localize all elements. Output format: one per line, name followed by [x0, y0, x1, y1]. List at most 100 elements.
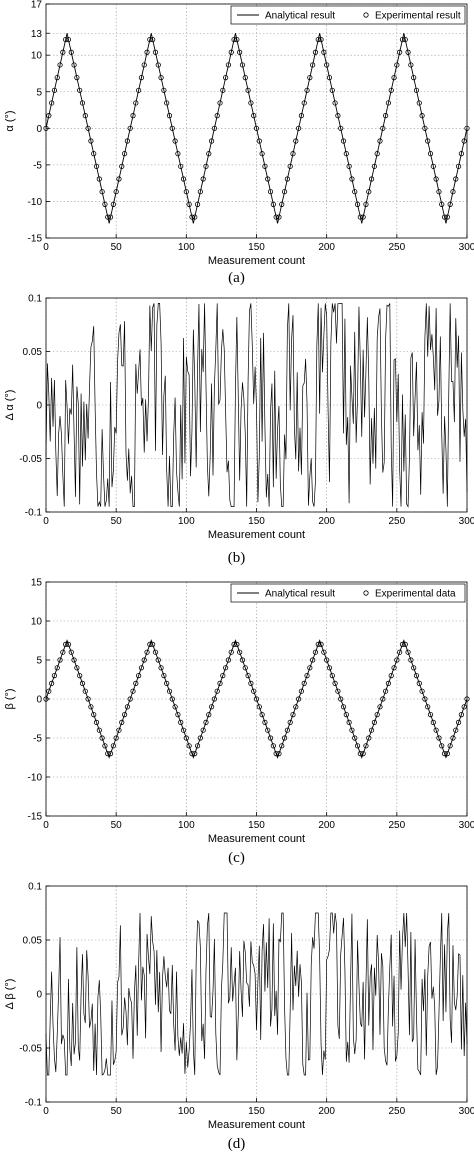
- data-point: [91, 711, 97, 718]
- x-tick-label: 0: [43, 1106, 49, 1117]
- data-point: [293, 704, 299, 710]
- data-point: [99, 735, 105, 741]
- data-point: [436, 735, 442, 741]
- data-point: [180, 727, 187, 733]
- data-point: [166, 113, 173, 119]
- data-point: [107, 214, 114, 220]
- data-point: [270, 201, 276, 207]
- panel-caption: (d): [228, 1136, 246, 1152]
- x-tick-label: 50: [111, 242, 123, 253]
- data-point: [394, 657, 400, 663]
- data-point: [427, 151, 434, 157]
- data-point: [155, 62, 161, 68]
- data-point: [461, 704, 467, 710]
- data-point: [450, 735, 456, 741]
- data-point: [461, 138, 467, 144]
- data-point: [253, 125, 260, 131]
- data-point: [127, 125, 133, 131]
- data-point: [93, 163, 100, 169]
- y-tick-label: -5: [33, 160, 42, 171]
- chart-d: 0 50 100 150 200 250 300 -0.1 -0.05 0 0.05 0.1 Measu…: [4, 882, 474, 1153]
- data-point: [60, 649, 66, 655]
- data-point: [298, 688, 305, 694]
- data-point: [194, 201, 201, 207]
- data-point: [172, 138, 178, 144]
- y-axis-label: α (°): [4, 110, 16, 131]
- data-point: [248, 680, 254, 687]
- data-point: [138, 75, 145, 81]
- data-point: [450, 189, 456, 195]
- data-point: [49, 100, 55, 106]
- data-point: [197, 735, 203, 741]
- data-point: [385, 680, 392, 687]
- data-point: [259, 151, 265, 157]
- x-tick-label: 200: [318, 242, 335, 253]
- chart-c: 0 50 100 150 200 250 300 -15 -10 -5 0 5 10 15 Analytic…: [4, 578, 474, 867]
- data-point: [164, 680, 170, 687]
- data-point: [158, 665, 164, 671]
- data-point: [197, 189, 203, 195]
- data-point: [144, 649, 150, 655]
- data-point: [192, 214, 198, 220]
- data-point: [121, 711, 128, 718]
- data-point: [96, 176, 102, 182]
- y-tick-label: 10: [31, 51, 43, 62]
- y-tick-label: 5: [36, 87, 42, 98]
- data-point: [332, 100, 338, 106]
- data-point: [186, 201, 192, 207]
- data-point: [352, 189, 358, 195]
- y-tick-label: 0: [36, 124, 42, 135]
- legend-label: Experimental data: [375, 589, 456, 600]
- data-point: [346, 163, 352, 169]
- data-point: [332, 680, 338, 687]
- data-point: [105, 214, 111, 220]
- data-point: [287, 719, 293, 726]
- x-tick-label: 200: [318, 1106, 335, 1117]
- x-tick-label: 100: [178, 1106, 195, 1117]
- data-point: [374, 711, 380, 718]
- data-point: [136, 672, 142, 679]
- y-tick-label: 0.1: [28, 882, 42, 893]
- data-point: [340, 138, 347, 144]
- data-point: [416, 680, 422, 687]
- data-point: [253, 696, 260, 702]
- data-point: [363, 743, 369, 749]
- data-point: [408, 657, 414, 663]
- data-point: [281, 735, 288, 741]
- data-point: [186, 743, 192, 749]
- data-point: [360, 750, 366, 757]
- data-point: [349, 176, 355, 182]
- data-point: [239, 62, 246, 68]
- data-point: [220, 672, 226, 679]
- data-point: [107, 750, 114, 757]
- data-point: [380, 696, 386, 702]
- axes-box: [45, 885, 468, 1103]
- data-point: [357, 214, 363, 220]
- y-tick-label: -0.05: [19, 1044, 42, 1055]
- data-point: [68, 649, 74, 655]
- x-tick-label: 200: [318, 516, 335, 527]
- data-point: [113, 735, 119, 741]
- data-point: [329, 87, 335, 93]
- data-point: [343, 711, 349, 718]
- y-tick-label: -5: [33, 734, 42, 745]
- data-point: [113, 189, 119, 195]
- data-point: [262, 163, 268, 169]
- data-point: [436, 189, 442, 195]
- series-line: [45, 639, 468, 759]
- data-point: [405, 649, 411, 655]
- x-tick-label: 250: [388, 820, 405, 831]
- data-point: [228, 49, 234, 55]
- data-point: [430, 719, 436, 726]
- data-point: [127, 696, 133, 702]
- data-point: [54, 665, 60, 671]
- data-point: [102, 201, 108, 207]
- y-tick-label: -15: [28, 234, 43, 245]
- data-point: [439, 201, 445, 207]
- data-point: [304, 672, 310, 679]
- y-tick-label: 0.05: [23, 347, 43, 358]
- data-point: [318, 36, 324, 43]
- chart-b: 0 50 100 150 200 250 300 -0.1 -0.05 0 0.05 0.1 Measu…: [4, 294, 474, 567]
- data-point: [141, 657, 147, 663]
- data-point: [180, 176, 187, 182]
